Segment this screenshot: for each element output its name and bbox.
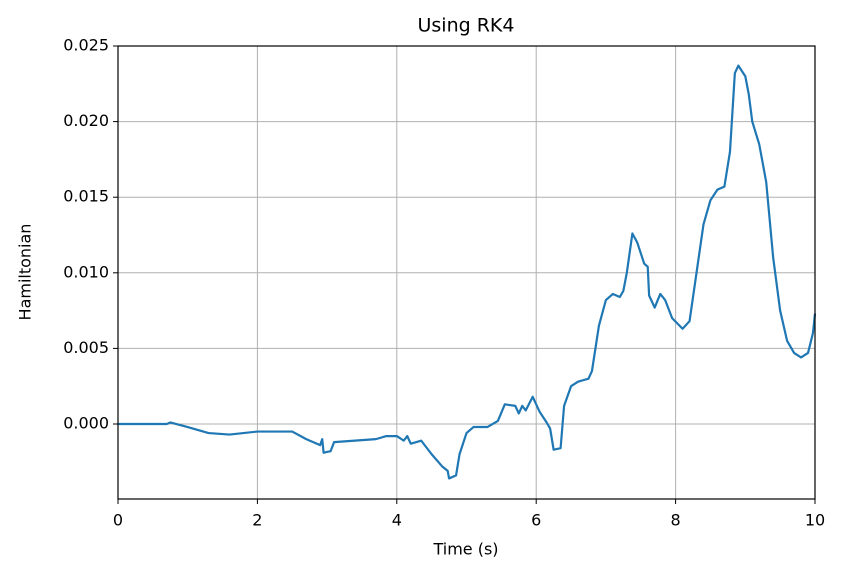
x-tick-label: 6 [531,511,541,530]
y-tick-label: 0.005 [63,338,109,357]
y-tick-label: 0.015 [63,187,109,206]
y-tick-label: 0.025 [63,36,109,55]
y-axis-label: Hamiltonian [16,224,35,321]
x-axis-label: Time (s) [432,540,498,559]
x-tick-label: 0 [113,511,123,530]
plot-frame [117,45,816,500]
y-tick-label: 0.000 [63,414,109,433]
y-tick-label: 0.020 [63,111,109,130]
x-tick-label: 8 [671,511,681,530]
x-tick-label: 10 [805,511,825,530]
x-tick-label: 4 [392,511,402,530]
x-tick-label: 2 [252,511,262,530]
data-line [118,64,817,480]
y-tick-label: 0.010 [63,262,109,281]
chart-title: Using RK4 [418,15,515,37]
